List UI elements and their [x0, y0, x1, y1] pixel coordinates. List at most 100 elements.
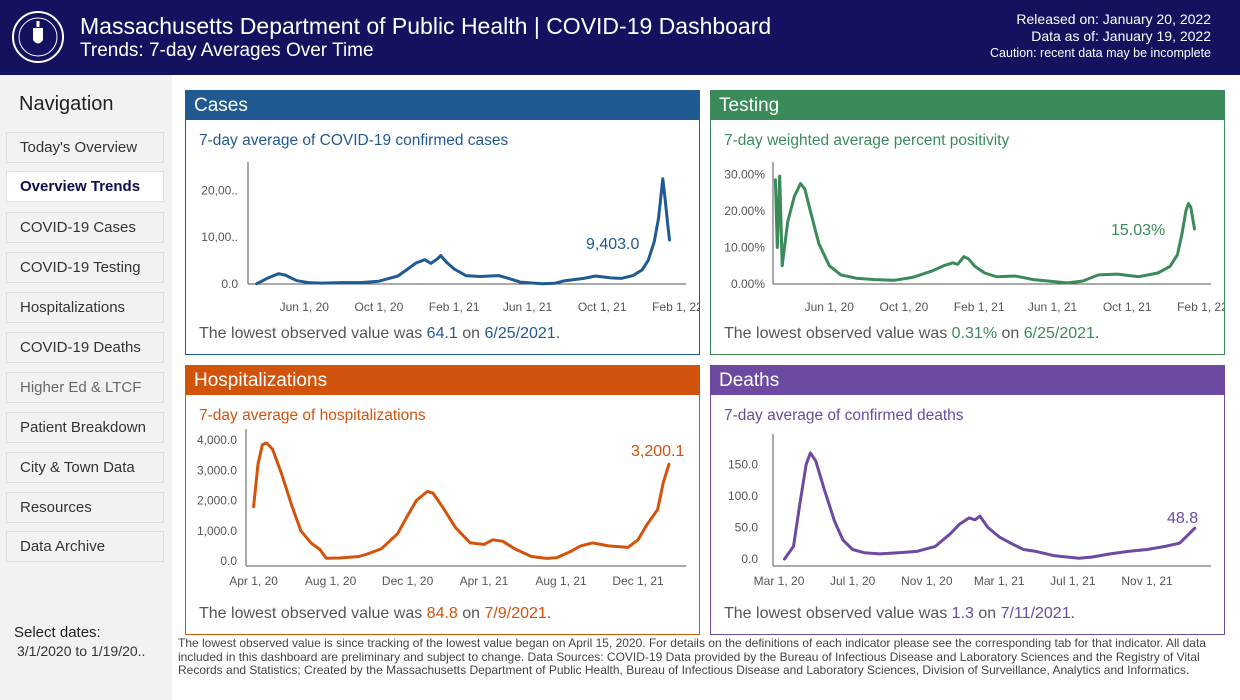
dashboard-header: Massachusetts Department of Public Healt… [0, 0, 1240, 75]
latest-value-label: 3,200.1 [631, 443, 684, 460]
y-tick-label: 0.00% [731, 277, 765, 291]
x-tick-label: Dec 1, 21 [612, 574, 664, 588]
caution-note: Caution: recent data may be incomplete [990, 46, 1211, 60]
y-tick-label: 150.0 [728, 457, 758, 471]
page-subtitle: Trends: 7-day Averages Over Time [80, 40, 374, 61]
y-tick-label: 4,000.0 [197, 433, 237, 447]
lowest-prefix: The lowest observed value was [724, 325, 952, 342]
lowest-date: 6/25/2021 [1023, 325, 1095, 342]
x-tick-label: Dec 1, 20 [382, 574, 434, 588]
lowest-value: 1.3 [951, 605, 974, 622]
hospitalizations-lowest-note: The lowest observed value was 84.8 on 7/… [199, 605, 551, 623]
deaths-panel-subtitle: 7-day average of confirmed deaths [724, 407, 964, 424]
hospitalizations-panel: 0.0 1,000.0 2,000.0 3,000.0 4,000.0 Apr 1, 20… [185, 365, 700, 635]
x-tick-label: Apr 1, 20 [229, 574, 278, 588]
nav-item-hospitalizations[interactable]: Hospitalizations [6, 292, 164, 323]
data-as-of-date: Data as of: January 19, 2022 [1031, 28, 1211, 44]
nav-item-overview-trends[interactable]: Overview Trends [6, 171, 164, 202]
latest-value-label: 15.03% [1111, 222, 1165, 239]
lowest-value: 64.1 [426, 325, 458, 342]
nav-item-data-archive[interactable]: Data Archive [6, 531, 164, 562]
cases-panel: 0.0 10,00.. 20,00.. Jun 1, 20 Oct 1, 20 Feb 1… [185, 90, 700, 355]
deaths-panel: 0.0 50.0 100.0 150.0 Mar 1, 20 Jul 1, 20 Nov 1… [710, 365, 1225, 635]
cases-panel-title: Cases [186, 91, 699, 120]
hospitalizations-chart: 0.0 1,000.0 2,000.0 3,000.0 4,000.0 Apr 1, 20… [197, 429, 686, 588]
nav-item-higher-ed-ltcf[interactable]: Higher Ed & LTCF [6, 372, 164, 403]
nav-item-covid-deaths[interactable]: COVID-19 Deaths [6, 332, 164, 363]
y-tick-label: 100.0 [728, 489, 758, 503]
deaths-series-line [783, 451, 1197, 561]
lowest-prefix: The lowest observed value was [199, 325, 427, 342]
lowest-date: 7/11/2021 [1000, 605, 1071, 622]
testing-panel-title: Testing [711, 91, 1224, 120]
x-tick-label: Oct 1, 20 [880, 300, 929, 314]
y-tick-label: 20,00.. [201, 183, 238, 197]
lowest-value: 84.8 [426, 605, 458, 622]
y-tick-label: 50.0 [735, 520, 759, 534]
navigation-title: Navigation [19, 93, 114, 115]
y-tick-label: 2,000.0 [197, 494, 237, 508]
x-tick-label: Oct 1, 21 [578, 300, 627, 314]
x-tick-label: Oct 1, 21 [1103, 300, 1152, 314]
cases-lowest-note: The lowest observed value was 64.1 on 6/… [199, 325, 560, 343]
nav-item-city-town-data[interactable]: City & Town Data [6, 452, 164, 483]
page-title: Massachusetts Department of Public Healt… [80, 13, 772, 39]
lowest-value: 0.31% [951, 325, 998, 342]
testing-series-line [773, 174, 1196, 285]
massachusetts-seal-icon [12, 11, 64, 63]
lowest-on: on [973, 605, 1001, 622]
testing-chart: 0.00% 10.00% 20.00% 30.00% Jun 1, 20 Oct 1, 2… [724, 162, 1224, 314]
x-tick-label: Apr 1, 21 [460, 574, 509, 588]
y-tick-label: 0.0 [220, 554, 237, 568]
hospitalizations-panel-title: Hospitalizations [186, 366, 699, 395]
x-tick-label: Aug 1, 21 [535, 574, 587, 588]
lowest-end: . [1070, 605, 1076, 622]
nav-item-patient-breakdown[interactable]: Patient Breakdown [6, 412, 164, 443]
nav-item-covid-cases[interactable]: COVID-19 Cases [6, 212, 164, 243]
lowest-end: . [1094, 325, 1100, 342]
release-info: Released on: January 20, 2022 Data as of… [990, 11, 1211, 62]
x-tick-label: Jun 1, 21 [1028, 300, 1078, 314]
x-tick-label: Mar 1, 20 [754, 574, 805, 588]
lowest-prefix: The lowest observed value was [724, 605, 952, 622]
y-tick-label: 30.00% [724, 167, 765, 181]
navigation-sidebar: Navigation Today's Overview Overview Tre… [0, 75, 172, 700]
released-date: Released on: January 20, 2022 [1016, 11, 1211, 27]
date-range-label: Select dates: [14, 624, 101, 641]
y-tick-label: 10.00% [724, 240, 765, 254]
testing-panel-subtitle: 7-day weighted average percent positivit… [724, 132, 1010, 149]
lowest-end: . [555, 325, 561, 342]
x-tick-label: Jun 1, 20 [805, 300, 855, 314]
lowest-date: 7/9/2021 [484, 605, 547, 622]
nav-item-covid-testing[interactable]: COVID-19 Testing [6, 252, 164, 283]
x-tick-label: Oct 1, 20 [355, 300, 404, 314]
testing-lowest-note: The lowest observed value was 0.31% on 6… [724, 325, 1099, 343]
footnote: The lowest observed value is since track… [178, 636, 1206, 678]
y-tick-label: 10,00.. [201, 230, 238, 244]
y-tick-label: 0.0 [221, 277, 238, 291]
lowest-on: on [457, 325, 485, 342]
y-tick-label: 0.0 [741, 552, 758, 566]
y-tick-label: 3,000.0 [197, 463, 237, 477]
x-tick-label: Jun 1, 20 [280, 300, 330, 314]
lowest-date: 6/25/2021 [484, 325, 556, 342]
latest-value-label: 48.8 [1167, 510, 1198, 527]
deaths-panel-title: Deaths [711, 366, 1224, 395]
nav-item-resources[interactable]: Resources [6, 492, 164, 523]
nav-item-todays-overview[interactable]: Today's Overview [6, 132, 164, 163]
latest-value-label: 9,403.0 [586, 236, 639, 253]
date-range-selector[interactable]: 3/1/2020 to 1/19/20.. [17, 643, 146, 659]
testing-panel: 0.00% 10.00% 20.00% 30.00% Jun 1, 20 Oct 1, 2… [710, 90, 1225, 355]
cases-series-line [255, 177, 671, 286]
hospitalizations-panel-subtitle: 7-day average of hospitalizations [199, 407, 426, 424]
x-tick-label: Aug 1, 20 [305, 574, 357, 588]
deaths-lowest-note: The lowest observed value was 1.3 on 7/1… [724, 605, 1075, 623]
x-tick-label: Feb 1, 21 [954, 300, 1005, 314]
y-tick-label: 20.00% [724, 204, 765, 218]
x-tick-label: Nov 1, 20 [901, 574, 953, 588]
x-tick-label: Jun 1, 21 [503, 300, 553, 314]
y-tick-label: 1,000.0 [197, 524, 237, 538]
x-tick-label: Feb 1, 22 [1177, 300, 1224, 314]
cases-panel-subtitle: 7-day average of COVID-19 confirmed case… [199, 132, 509, 149]
x-tick-label: Jul 1, 20 [830, 574, 876, 588]
